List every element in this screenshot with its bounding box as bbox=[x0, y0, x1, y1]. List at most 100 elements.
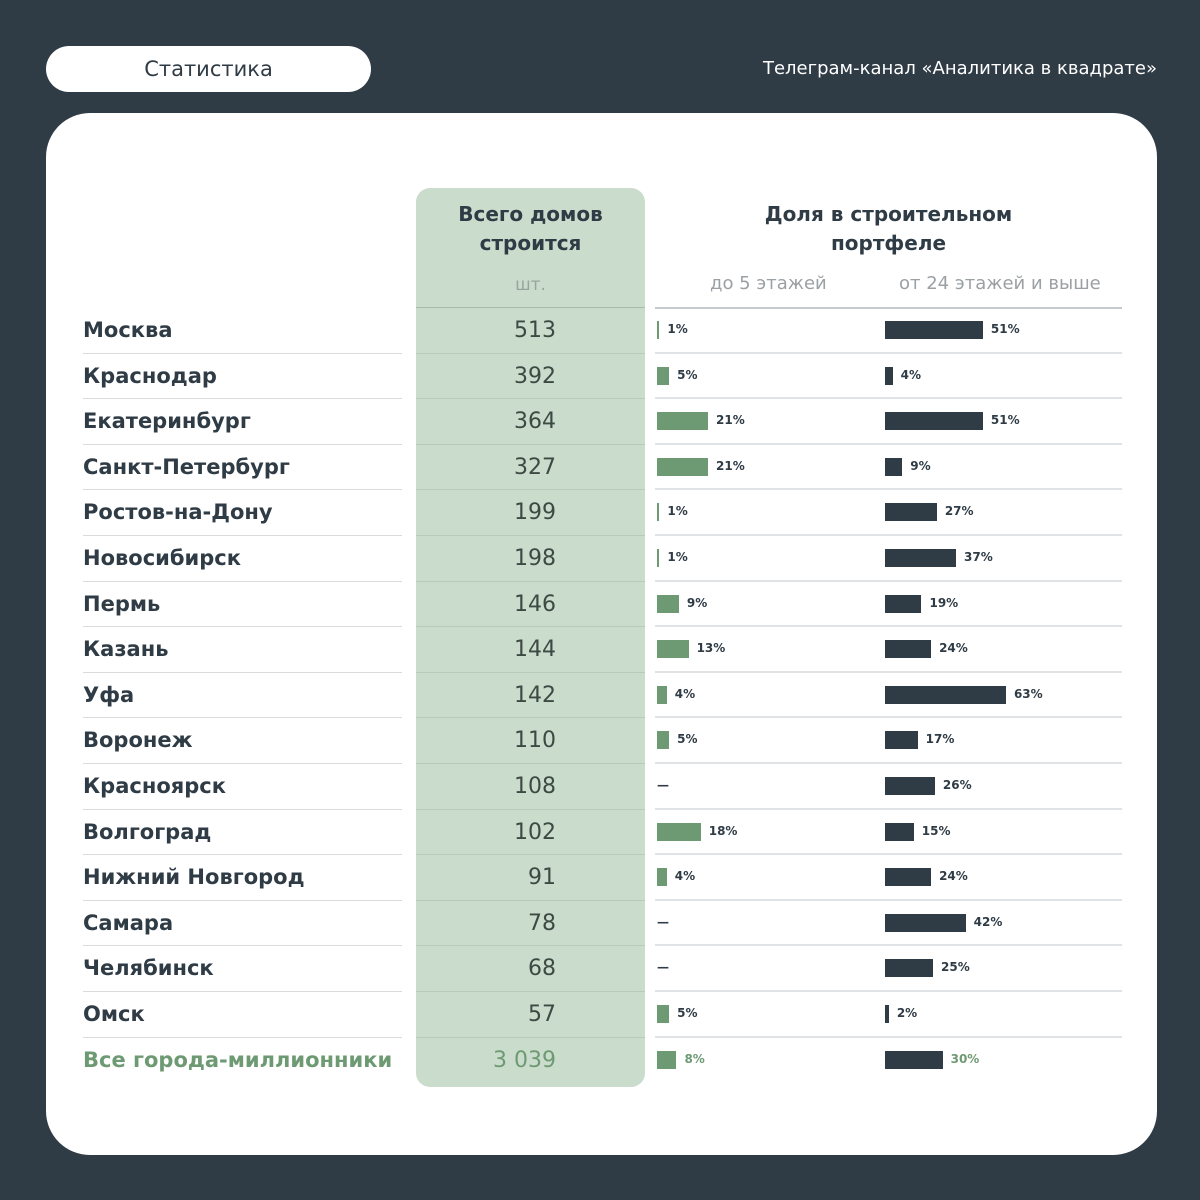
high-rise-bar bbox=[885, 685, 1006, 704]
table-row: Уфа 142 4% 63% bbox=[0, 673, 1200, 719]
low-rise-label: — bbox=[657, 778, 669, 792]
table-row: Санкт-Петербург 327 21% 9% bbox=[0, 445, 1200, 491]
city-name: Волгоград bbox=[83, 819, 212, 844]
row-divider bbox=[655, 442, 1122, 445]
table-row: Москва 513 1% 51% bbox=[0, 308, 1200, 354]
row-divider bbox=[416, 854, 645, 856]
houses-count: 513 bbox=[514, 318, 556, 343]
row-divider bbox=[83, 534, 402, 536]
houses-count: 327 bbox=[514, 454, 556, 480]
city-name: Омск bbox=[83, 1002, 145, 1026]
row-divider bbox=[416, 899, 645, 901]
row-divider bbox=[83, 808, 402, 810]
high-rise-label: 24% bbox=[939, 641, 968, 656]
table-row: Челябинск 68 — 25% bbox=[0, 946, 1200, 992]
row-divider bbox=[655, 716, 1122, 719]
row-divider bbox=[655, 625, 1122, 628]
city-name: Краснодар bbox=[83, 363, 217, 388]
houses-count: 199 bbox=[514, 500, 556, 526]
high-rise-bar bbox=[885, 503, 937, 522]
city-name: Воронеж bbox=[83, 728, 193, 753]
low-rise-bar bbox=[657, 366, 670, 385]
city-name: Челябинск bbox=[83, 956, 214, 981]
high-rise-label: 24% bbox=[939, 869, 968, 884]
houses-count: 392 bbox=[514, 363, 556, 389]
low-rise-label: 1% bbox=[667, 504, 688, 519]
city-name: Пермь bbox=[83, 591, 161, 616]
houses-count: 142 bbox=[514, 682, 556, 708]
high-rise-bar bbox=[885, 868, 932, 887]
houses-count: 144 bbox=[514, 637, 556, 663]
high-rise-label: 9% bbox=[910, 458, 931, 473]
total-column-unit: шт. bbox=[515, 275, 546, 295]
city-name: Новосибирск bbox=[83, 546, 241, 570]
high-rise-bar bbox=[885, 457, 903, 476]
houses-count: 57 bbox=[528, 1002, 556, 1027]
high-rise-label: 42% bbox=[973, 914, 1003, 929]
row-divider bbox=[655, 761, 1122, 764]
high-rise-label: 17% bbox=[925, 732, 955, 747]
row-divider bbox=[416, 580, 645, 582]
table-row: Казань 144 13% 24% bbox=[0, 627, 1200, 673]
city-name: Уфа bbox=[83, 682, 135, 707]
low-rise-bar bbox=[657, 503, 660, 522]
table-row: Екатеринбург 364 21% 51% bbox=[0, 399, 1200, 445]
houses-count: 364 bbox=[514, 409, 556, 435]
high-rise-bar bbox=[885, 777, 935, 795]
table-row: Пермь 146 9% 19% bbox=[0, 582, 1200, 628]
row-divider bbox=[655, 944, 1122, 947]
row-divider bbox=[416, 352, 645, 354]
share-column-header: Доля в строительном портфеле bbox=[764, 202, 1013, 255]
high-rise-header: от 24 этажей и выше bbox=[899, 273, 1101, 294]
low-rise-label: 4% bbox=[674, 686, 696, 701]
low-rise-label: 9% bbox=[686, 595, 708, 610]
city-name: Москва bbox=[83, 318, 173, 342]
low-rise-label: 1% bbox=[667, 550, 688, 564]
row-divider bbox=[83, 854, 402, 856]
row-divider bbox=[83, 945, 402, 947]
row-divider bbox=[83, 443, 402, 445]
high-rise-bar bbox=[885, 1050, 943, 1069]
high-rise-label: 25% bbox=[941, 960, 970, 975]
low-rise-header: до 5 этажей bbox=[710, 273, 827, 294]
row-divider bbox=[416, 671, 645, 673]
row-divider bbox=[83, 671, 402, 673]
row-divider bbox=[416, 945, 645, 947]
row-divider bbox=[416, 990, 645, 992]
low-rise-bar bbox=[657, 594, 679, 613]
row-divider bbox=[83, 717, 402, 719]
low-rise-bar bbox=[657, 1050, 677, 1069]
row-divider bbox=[83, 1036, 402, 1038]
header-divider bbox=[416, 307, 645, 308]
houses-count: 198 bbox=[514, 546, 556, 571]
low-rise-label: 13% bbox=[696, 641, 726, 656]
high-rise-bar bbox=[885, 412, 983, 431]
high-rise-bar bbox=[885, 959, 933, 978]
high-rise-label: 63% bbox=[1013, 686, 1043, 701]
high-rise-label: 51% bbox=[990, 413, 1020, 428]
row-divider bbox=[416, 626, 645, 628]
row-divider bbox=[416, 808, 645, 810]
channel-caption: Телеграм-канал «Аналитика в квадрате» bbox=[762, 58, 1157, 79]
city-name: Санкт-Петербург bbox=[83, 454, 290, 479]
high-rise-label: 37% bbox=[964, 550, 993, 564]
high-rise-bar bbox=[885, 1005, 889, 1023]
total-column-header: Всего домов строится bbox=[458, 202, 603, 255]
row-divider bbox=[655, 853, 1122, 856]
houses-count: 108 bbox=[514, 774, 556, 799]
houses-count: 68 bbox=[528, 956, 556, 982]
table-row: Омск 57 5% 2% bbox=[0, 992, 1200, 1038]
low-rise-label: 5% bbox=[677, 367, 698, 382]
row-divider bbox=[655, 989, 1122, 992]
table-row: Красноярск 108 — 26% bbox=[0, 764, 1200, 810]
row-divider bbox=[83, 489, 402, 491]
row-divider bbox=[416, 717, 645, 719]
high-rise-bar bbox=[885, 594, 922, 613]
low-rise-bar bbox=[657, 731, 670, 750]
houses-count: 91 bbox=[528, 865, 556, 891]
low-rise-bar bbox=[657, 549, 660, 567]
row-divider bbox=[416, 398, 645, 400]
row-divider bbox=[655, 488, 1122, 491]
houses-count: 78 bbox=[528, 910, 556, 936]
table-row: Воронеж 110 5% 17% bbox=[0, 718, 1200, 764]
